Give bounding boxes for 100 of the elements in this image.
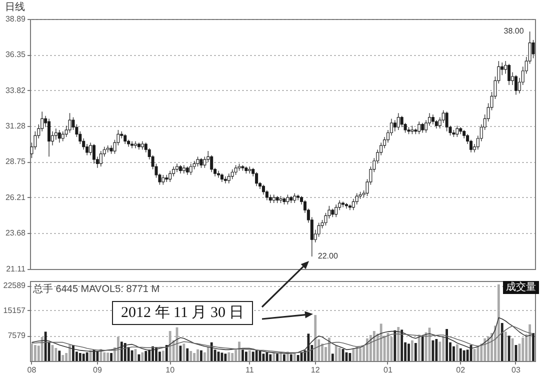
bar: [452, 346, 455, 361]
bar: [394, 330, 396, 361]
candlestick: [418, 121, 421, 135]
bar: [476, 346, 480, 361]
bar: [500, 323, 504, 361]
bar: [338, 348, 341, 361]
bar: [96, 351, 99, 361]
bar: [421, 336, 424, 361]
bar: [148, 350, 151, 361]
candlestick: [431, 114, 434, 125]
y-tick-label: 36.35: [5, 50, 26, 60]
candlestick: [255, 172, 258, 187]
bar: [290, 354, 292, 361]
bar: [231, 353, 234, 361]
bar: [446, 329, 448, 361]
bar: [238, 342, 240, 361]
bar: [40, 337, 44, 361]
annotation: 2012 年 11 月 30 日: [112, 301, 254, 325]
candlestick: [217, 170, 220, 178]
bar: [210, 342, 213, 361]
x-tick-label: 08: [27, 366, 37, 374]
bar: [293, 353, 296, 361]
candlestick: [317, 222, 320, 238]
candlestick: [286, 194, 290, 205]
bar: [44, 332, 47, 361]
candlestick: [224, 176, 227, 184]
y-tick-label: 26.21: [5, 192, 26, 202]
y-tick-label: 15157: [3, 306, 26, 315]
candlestick: [227, 173, 230, 184]
bar: [328, 338, 330, 361]
bar: [418, 334, 420, 361]
annotation: 成交量: [503, 281, 539, 294]
candlestick: [456, 125, 459, 138]
x-tick-label: 12: [310, 366, 320, 374]
y-tick-label: 38.89: [5, 14, 26, 24]
bar: [411, 340, 414, 361]
bar: [314, 315, 317, 361]
bar: [68, 344, 71, 361]
bar: [528, 324, 532, 361]
bar: [331, 354, 334, 361]
candlestick: [234, 164, 238, 176]
bar: [283, 354, 286, 361]
bar: [269, 354, 272, 361]
bar: [334, 346, 338, 361]
bar: [168, 331, 172, 361]
candlestick: [396, 112, 400, 130]
candlestick: [124, 134, 127, 144]
bar: [532, 333, 534, 361]
bar: [82, 354, 85, 361]
bar: [400, 330, 404, 361]
candlestick: [130, 140, 134, 149]
candlestick: [508, 64, 511, 86]
line-series: [31, 317, 534, 354]
bar: [86, 352, 88, 361]
candlestick: [89, 142, 92, 156]
bar: [459, 348, 462, 361]
y-tick-label: 21.11: [6, 264, 26, 274]
bar: [228, 352, 230, 361]
bar: [484, 338, 486, 361]
candlestick: [92, 144, 96, 164]
bar: [200, 350, 202, 361]
x-tick-label: 03: [512, 366, 521, 374]
y-tick-label: 33.82: [5, 86, 26, 95]
bar: [186, 348, 189, 361]
bar: [54, 348, 58, 361]
annotation: 22.00: [318, 251, 338, 260]
bar: [62, 355, 64, 361]
bar: [124, 343, 126, 361]
bar: [58, 350, 61, 361]
bar: [162, 350, 164, 361]
bar: [193, 353, 196, 361]
candlestick: [442, 110, 445, 124]
bar: [272, 353, 276, 361]
bar: [117, 336, 120, 361]
y-tick-label: 23.68: [5, 228, 26, 238]
bar: [72, 345, 74, 361]
bar: [359, 348, 362, 361]
candlestick: [203, 156, 206, 168]
x-tick-label: 11: [245, 366, 254, 374]
bar: [348, 353, 352, 361]
bar: [497, 284, 500, 361]
bar: [321, 344, 324, 361]
annotation: 38.00: [504, 26, 524, 36]
y-tick-label: 7579: [8, 331, 26, 340]
bar: [206, 347, 210, 361]
bar: [252, 352, 254, 361]
bar: [352, 348, 355, 361]
bar: [397, 327, 400, 361]
x-tick-label: 09: [92, 366, 102, 374]
line-series: [31, 326, 534, 354]
bar: [34, 345, 36, 361]
bar: [356, 347, 358, 361]
bar: [522, 338, 524, 361]
candlestick: [48, 118, 51, 158]
bar: [224, 354, 227, 361]
bar: [78, 353, 82, 361]
candlestick: [514, 74, 518, 96]
bar: [110, 353, 112, 361]
bar: [196, 349, 199, 361]
bar: [276, 354, 279, 361]
